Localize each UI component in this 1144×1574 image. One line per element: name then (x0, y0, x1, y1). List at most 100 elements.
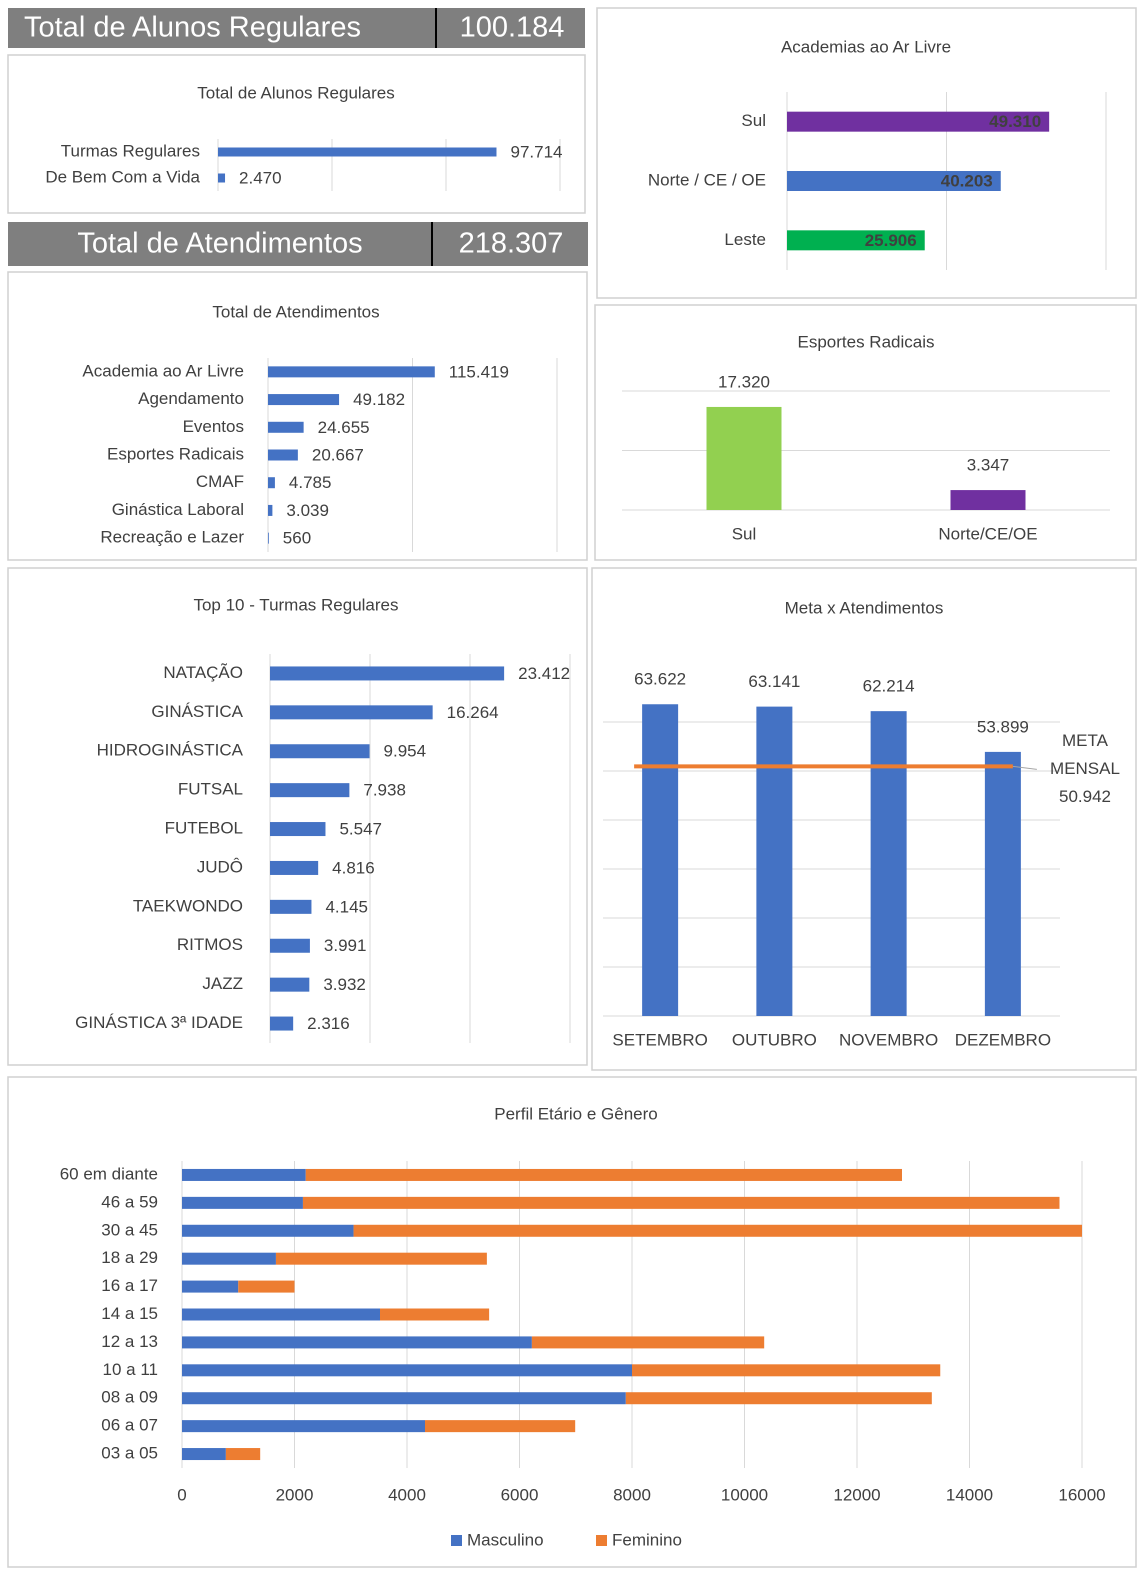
y-tick-label: 60 em diante (60, 1164, 158, 1183)
value-label: 3.347 (967, 456, 1010, 475)
y-tick-label: Academia ao Ar Livre (82, 361, 244, 380)
y-tick-label: TAEKWONDO (133, 896, 243, 915)
value-label: 4.145 (325, 897, 368, 916)
bar-segment (238, 1280, 295, 1293)
legend-swatch (596, 1535, 607, 1546)
bar-segment (182, 1224, 354, 1237)
bar (268, 366, 435, 378)
bar-segment (425, 1420, 576, 1433)
y-tick-label: Turmas Regulares (61, 141, 200, 160)
bar (270, 783, 350, 798)
value-label: 4.785 (289, 473, 332, 492)
y-tick-label: 18 a 29 (101, 1248, 158, 1267)
bar-segment (182, 1420, 425, 1433)
bar (218, 147, 497, 157)
x-tick-label: 2000 (276, 1485, 314, 1504)
bar (268, 421, 304, 433)
bar (268, 394, 340, 406)
bar (787, 111, 1050, 132)
value-label: 63.141 (748, 672, 800, 691)
y-tick-label: 06 a 07 (101, 1416, 158, 1435)
x-tick-label: 16000 (1058, 1485, 1105, 1504)
value-label: 115.419 (449, 362, 509, 381)
header-box (8, 222, 588, 266)
y-tick-label: 46 a 59 (101, 1192, 158, 1211)
chart-title: Meta x Atendimentos (785, 598, 944, 617)
x-tick-label: Norte/CE/OE (938, 524, 1037, 543)
bar (270, 822, 326, 837)
bar (270, 977, 310, 992)
bar (270, 1016, 294, 1031)
bar (870, 711, 907, 1016)
value-label: 3.039 (286, 501, 329, 520)
x-tick-label: OUTUBRO (732, 1030, 817, 1049)
x-tick-label: 4000 (388, 1485, 426, 1504)
bar-segment (531, 1336, 765, 1349)
panel (594, 304, 1137, 561)
y-tick-label: 14 a 15 (101, 1304, 158, 1323)
legend-label: Masculino (467, 1530, 544, 1549)
header-box (8, 8, 585, 48)
y-tick-label: GINÁSTICA (151, 702, 243, 721)
panel (7, 271, 588, 561)
y-tick-label: RITMOS (177, 935, 243, 954)
bar-segment (380, 1308, 490, 1321)
bar (270, 705, 433, 720)
x-tick-label: 8000 (613, 1485, 651, 1504)
value-label: 17.320 (718, 372, 770, 391)
annotation-leader (1012, 765, 1037, 770)
value-label: 25.906 (865, 231, 917, 250)
bar-segment (182, 1336, 532, 1349)
panel (7, 54, 586, 214)
value-label: 9.954 (384, 742, 427, 761)
y-tick-label: 10 a 11 (103, 1360, 158, 1379)
bar (756, 706, 793, 1016)
value-label: 5.547 (339, 820, 382, 839)
y-tick-label: Eventos (183, 417, 244, 436)
bar (706, 406, 782, 510)
x-tick-label: NOVEMBRO (839, 1030, 938, 1049)
value-label: 3.932 (323, 975, 366, 994)
chart-title: Total de Atendimentos (212, 302, 379, 321)
bar-segment (182, 1448, 226, 1461)
bar-segment (302, 1196, 1060, 1209)
y-tick-label: Sul (741, 111, 766, 130)
y-tick-label: GINÁSTICA 3ª IDADE (75, 1013, 243, 1032)
panel (7, 1076, 1137, 1568)
y-tick-label: FUTEBOL (165, 819, 243, 838)
value-label: 49.310 (989, 112, 1041, 131)
value-label: 560 (283, 529, 311, 548)
bar-segment (305, 1168, 902, 1181)
value-label: 23.412 (518, 664, 570, 683)
bar (270, 666, 505, 681)
value-label: 97.714 (510, 142, 562, 161)
header-label: Total de Atendimentos (77, 228, 362, 260)
y-tick-label: JUDÔ (197, 857, 243, 876)
bar (268, 449, 298, 461)
bar-segment (225, 1448, 261, 1461)
chart-title: Perfil Etário e Gênero (494, 1104, 657, 1123)
bar (268, 504, 273, 516)
legend-swatch (451, 1535, 462, 1546)
y-tick-label: De Bem Com a Vida (45, 167, 200, 186)
value-label: 3.991 (324, 936, 367, 955)
target-label: META (1062, 731, 1109, 750)
y-tick-label: FUTSAL (178, 780, 243, 799)
y-tick-label: HIDROGINÁSTICA (97, 741, 244, 760)
value-label: 40.203 (941, 171, 993, 190)
value-label: 63.622 (634, 670, 686, 689)
value-label: 2.316 (307, 1014, 350, 1033)
value-label: 62.214 (863, 677, 915, 696)
bar-segment (182, 1168, 306, 1181)
value-label: 49.182 (353, 390, 405, 409)
bar-segment (632, 1364, 941, 1377)
x-tick-label: 0 (177, 1485, 186, 1504)
bar (270, 938, 310, 953)
y-tick-label: Leste (724, 230, 766, 249)
bar-segment (182, 1280, 239, 1293)
bar-segment (182, 1196, 303, 1209)
bar (642, 704, 679, 1016)
y-tick-label: CMAF (196, 472, 244, 491)
header-value: 100.184 (460, 12, 565, 44)
